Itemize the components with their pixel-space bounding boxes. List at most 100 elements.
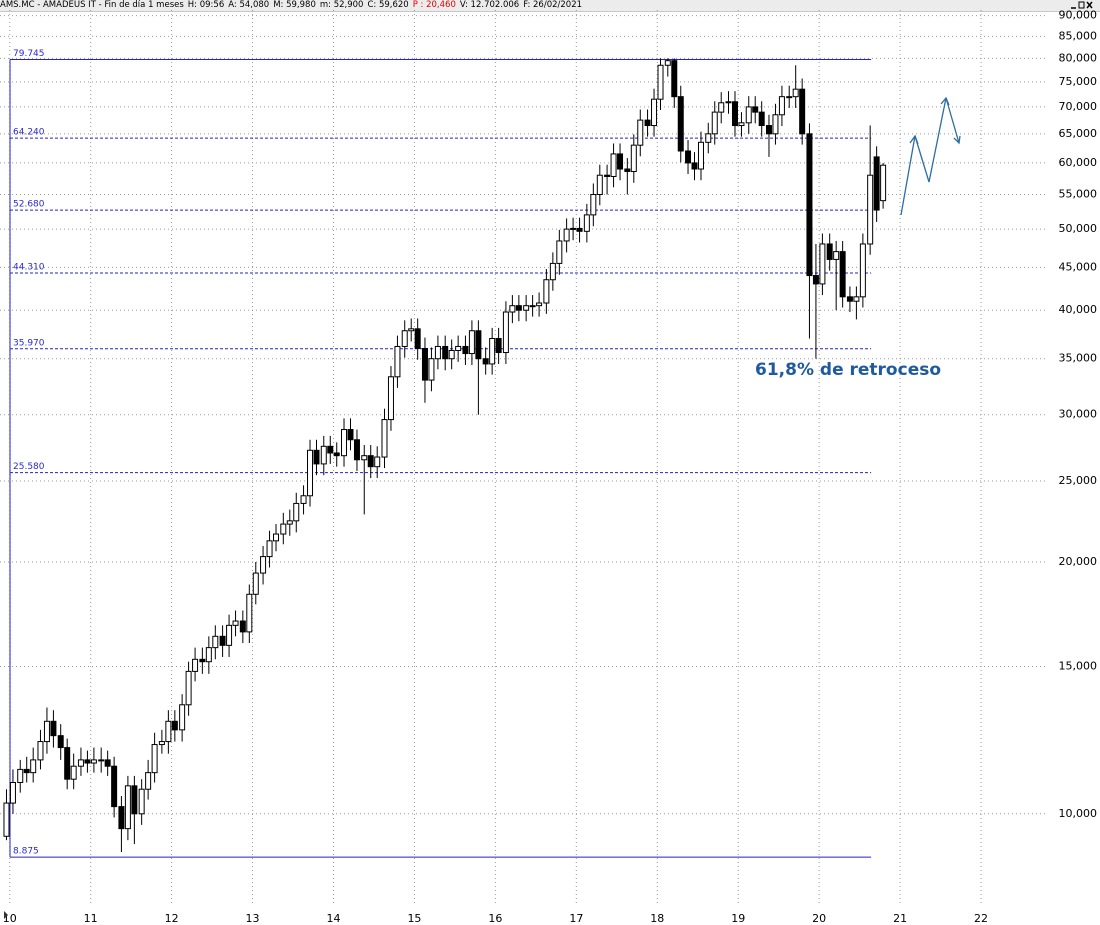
candle-body <box>718 102 725 113</box>
candle-body <box>671 60 678 98</box>
candle-body <box>260 556 267 574</box>
x-tick-label: 18 <box>650 912 664 925</box>
candle-body <box>50 720 57 737</box>
y-tick-label: 60,000 <box>1059 156 1098 169</box>
candle-body <box>651 98 658 127</box>
candle-body <box>570 227 577 230</box>
annotation: 61,8% de retroceso <box>755 360 941 380</box>
candle-body <box>57 735 64 749</box>
candle-body <box>846 296 853 302</box>
candle-body <box>145 772 152 790</box>
y-tick-label: 20,000 <box>1059 555 1098 568</box>
y-tick-label: 85,000 <box>1059 29 1098 42</box>
candle-body <box>179 704 186 731</box>
candle-body <box>482 358 489 365</box>
candle-body <box>428 358 435 381</box>
candle-body <box>77 759 84 767</box>
candle-body <box>111 765 118 808</box>
candle-body <box>280 523 287 535</box>
candle-body <box>610 153 617 177</box>
candle-body <box>604 174 611 177</box>
candle-body <box>192 658 199 672</box>
info: m: 52,900 <box>319 0 364 10</box>
candle-body <box>637 119 644 146</box>
y-tick-label: 45,000 <box>1059 260 1098 273</box>
candle-body <box>799 88 806 135</box>
candle-body <box>394 345 401 378</box>
candle-body <box>839 251 846 298</box>
candle-body <box>381 419 388 458</box>
candle-body <box>9 782 16 804</box>
candle-body <box>219 635 226 646</box>
candle-body <box>3 802 10 837</box>
candle-body <box>286 520 293 525</box>
candle-body <box>293 502 300 522</box>
candle-body <box>333 452 340 457</box>
candle-body <box>576 227 583 232</box>
candle-body <box>387 376 394 421</box>
candle-body <box>596 174 603 196</box>
candle-body <box>408 328 415 332</box>
y-tick-label: 15,000 <box>1059 660 1098 673</box>
candle-body <box>873 156 880 211</box>
candle-body <box>266 540 273 558</box>
candle-body <box>697 141 704 170</box>
candle-body <box>307 449 314 497</box>
candle-body <box>64 747 71 780</box>
x-tick-label: 14 <box>326 912 340 925</box>
candle-body <box>185 670 192 706</box>
candle-body <box>691 162 698 170</box>
y-tick-label: 90,000 <box>1059 9 1098 22</box>
y-tick-label: 35,000 <box>1059 352 1098 365</box>
candle-body <box>765 125 772 135</box>
info: V: 12.702.006 <box>459 0 520 10</box>
candle-body <box>468 330 475 355</box>
candle-body <box>630 144 637 172</box>
candle-body <box>455 345 462 351</box>
y-tick-label: 65,000 <box>1059 127 1098 140</box>
candle-body <box>347 429 354 441</box>
candle-body <box>90 759 97 764</box>
y-tick-label: 50,000 <box>1059 222 1098 235</box>
projection-arrow <box>900 96 961 216</box>
candle-body <box>495 338 502 354</box>
candle-body <box>17 768 24 784</box>
candle-body <box>239 620 246 633</box>
candle-body <box>705 133 712 143</box>
candle-body <box>171 720 178 731</box>
candle-body <box>138 788 145 815</box>
candle-body <box>664 60 671 66</box>
candle-body <box>853 296 860 302</box>
candle-body <box>462 345 469 355</box>
candle-body <box>833 251 840 260</box>
candle-body <box>529 305 536 308</box>
info: M: 59,980 <box>273 0 316 10</box>
x-tick-label: 15 <box>407 912 421 925</box>
candle-body <box>583 214 590 232</box>
candle-body <box>731 101 738 127</box>
y-tick-label: 25,000 <box>1059 474 1098 487</box>
candle-body <box>165 720 172 743</box>
x-tick-label: 19 <box>731 912 745 925</box>
candle-body <box>758 111 765 127</box>
candle-body <box>819 243 826 285</box>
candle-body <box>367 455 374 468</box>
candle-body <box>131 785 138 815</box>
candle-body <box>37 741 44 761</box>
candle-body <box>151 744 158 774</box>
candle-body <box>745 106 752 124</box>
candle-body <box>859 243 866 298</box>
candle-body <box>502 311 509 354</box>
candle-body <box>300 495 307 504</box>
candle-body <box>246 593 253 633</box>
candle-body <box>617 153 624 170</box>
candle-body <box>353 439 360 461</box>
candle-body <box>30 759 37 774</box>
candle-body <box>778 96 785 116</box>
candle-body <box>124 785 131 830</box>
window-controls[interactable] <box>1070 0 1094 10</box>
candle-body <box>273 533 280 542</box>
candle-body <box>23 768 30 774</box>
candle-body <box>442 345 449 360</box>
